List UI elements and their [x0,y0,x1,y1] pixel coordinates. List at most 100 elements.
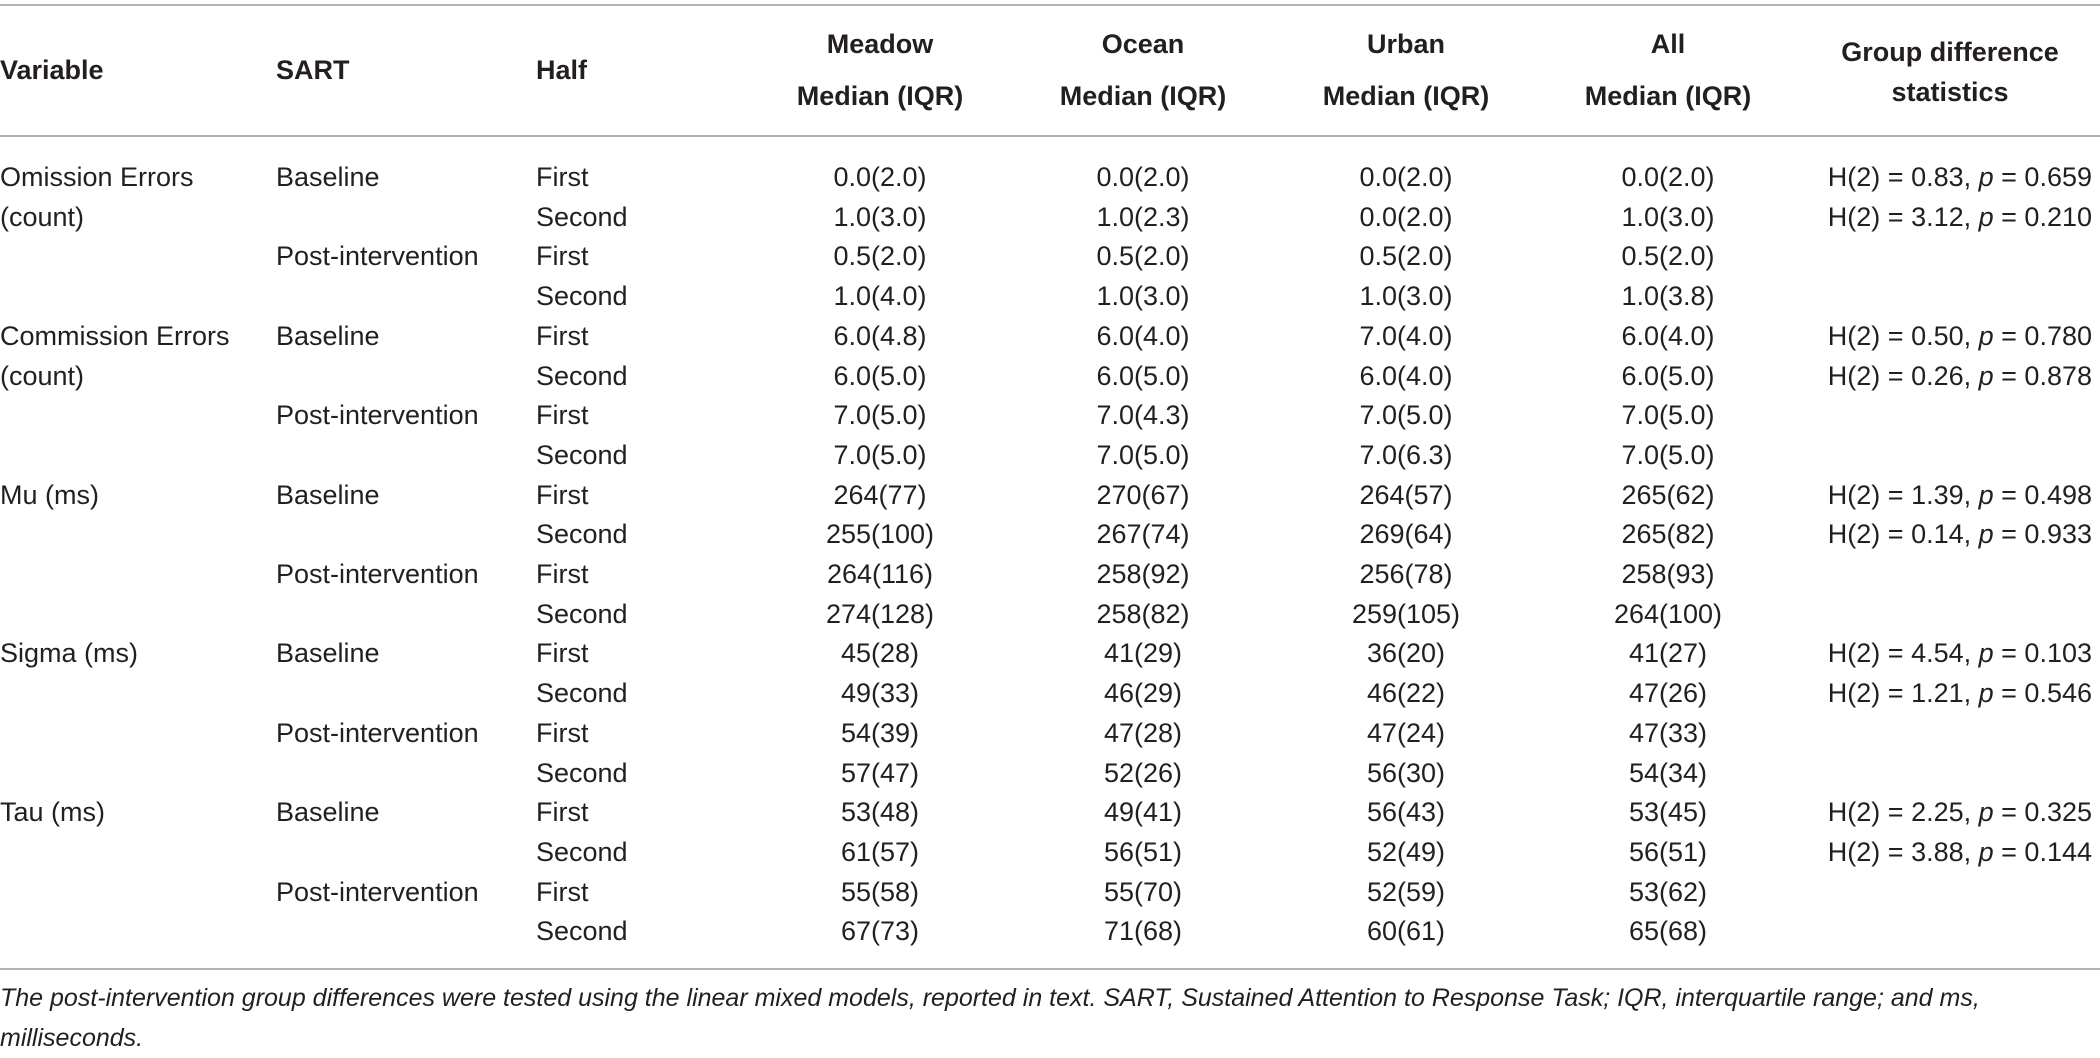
cell-half: Second [536,598,628,629]
cell-meadow: 1.0(4.0) [833,281,927,312]
cell-group-difference: H(2) = 0.14, p = 0.933 [1805,515,2092,555]
cell-sart: Post-intervention [276,241,479,272]
table-top-rule [0,4,2100,6]
cell-all: 56(51) [1628,836,1708,867]
cell-meadow: 0.0(2.0) [833,162,927,192]
cell-half: First [536,638,589,669]
table-row: Post-intervention First 0.5(2.0) 0.5(2.0) 0.… [0,237,2100,277]
stat-p-value: = 0.878 [1993,360,2092,391]
cell-half: Second [536,916,628,947]
header-meadow-sub: Median (IQR) [796,81,964,111]
cell-half: First [536,162,589,192]
table-row: Second 255(100) 267(74) 269(64) 265(82) H(2) … [0,515,2100,555]
header-urban-sub: Median (IQR) [1322,81,1490,111]
cell-ocean: 49(41) [1103,797,1183,828]
cell-urban: 0.0(2.0) [1359,162,1453,192]
cell-sart: Post-intervention [276,559,479,589]
stat-h-value: H(2) = 3.88, [1827,836,1979,867]
stat-p-value: = 0.780 [1993,320,2092,351]
cell-ocean: 1.0(3.0) [1096,281,1190,312]
stat-p-symbol: p [1978,201,1994,232]
cell-all: 1.0(3.0) [1621,201,1715,232]
cell-meadow: 6.0(4.8) [833,320,927,351]
table-row: Omission Errors Baseline First 0.0(2.0) 0.0(… [0,158,2100,198]
stat-h-value: H(2) = 0.14, [1827,519,1979,550]
cell-all: 65(68) [1628,916,1708,947]
cell-all: 264(100) [1613,598,1723,629]
stat-p-value: = 0.546 [1993,678,2092,709]
table-row: Second 1.0(4.0) 1.0(3.0) 1.0(3.0) 1.0(3.8) [0,277,2100,317]
table-row: Second 67(73) 71(68) 60(61) 65(68) [0,912,2100,952]
cell-urban: 256(78) [1359,559,1453,589]
stat-h-value: H(2) = 1.21, [1827,678,1979,709]
cell-ocean: 267(74) [1096,519,1190,550]
cell-meadow: 7.0(5.0) [833,439,927,470]
cell-meadow: 61(57) [840,836,920,867]
cell-urban: 60(61) [1366,916,1446,947]
cell-all: 1.0(3.8) [1621,281,1715,312]
cell-urban: 6.0(4.0) [1359,360,1453,391]
cell-all: 53(45) [1628,797,1708,828]
cell-group-difference: H(2) = 0.83, p = 0.659 [1805,158,2092,198]
cell-half: Second [536,360,628,391]
cell-meadow: 53(48) [840,797,920,828]
stat-p-symbol: p [1978,836,1994,867]
cell-meadow: 7.0(5.0) [833,400,927,431]
cell-group-difference: H(2) = 4.54, p = 0.103 [1805,634,2092,674]
cell-meadow: 57(47) [840,757,920,788]
cell-meadow: 6.0(5.0) [833,360,927,391]
cell-group-difference: H(2) = 0.26, p = 0.878 [1805,357,2092,397]
cell-urban: 52(59) [1366,876,1446,907]
cell-meadow: 45(28) [840,638,920,669]
cell-urban: 52(49) [1366,836,1446,867]
stat-p-value: = 0.498 [1993,479,2092,510]
cell-urban: 46(22) [1366,678,1446,709]
table-row: (count) Second 6.0(5.0) 6.0(5.0) 6.0(4.0) 6.0… [0,357,2100,397]
header-variable: Variable [0,55,104,85]
cell-group-difference: H(2) = 0.50, p = 0.780 [1805,317,2092,357]
cell-half: Second [536,836,628,867]
cell-ocean: 0.5(2.0) [1096,241,1190,272]
cell-variable: Commission Errors [0,320,230,351]
cell-urban: 269(64) [1359,519,1453,550]
table-row: Second 49(33) 46(29) 46(22) 47(26) H(2) = 1.2… [0,674,2100,714]
cell-urban: 264(57) [1359,479,1453,510]
stat-h-value: H(2) = 0.83, [1827,162,1979,192]
cell-meadow: 255(100) [825,519,935,550]
cell-urban: 7.0(4.0) [1359,320,1453,351]
header-meadow: Meadow [826,29,934,59]
stat-p-symbol: p [1978,638,1994,669]
cell-all: 7.0(5.0) [1621,439,1715,470]
cell-half: First [536,320,589,351]
stat-p-symbol: p [1978,479,1994,510]
cell-variable: (count) [0,201,85,232]
cell-ocean: 41(29) [1103,638,1183,669]
cell-all: 47(26) [1628,678,1708,709]
cell-sart: Baseline [276,638,380,669]
cell-half: First [536,559,589,589]
cell-meadow: 264(77) [833,479,927,510]
cell-urban: 0.5(2.0) [1359,241,1453,272]
cell-meadow: 274(128) [825,598,935,629]
stat-h-value: H(2) = 3.12, [1827,201,1979,232]
table-row: Second 274(128) 258(82) 259(105) 264(100) [0,595,2100,635]
cell-all: 0.0(2.0) [1621,162,1715,192]
cell-group-difference: H(2) = 3.88, p = 0.144 [1805,833,2092,873]
cell-half: Second [536,519,628,550]
cell-urban: 259(105) [1351,598,1461,629]
stat-h-value: H(2) = 4.54, [1827,638,1979,669]
table-bottom-rule [0,968,2100,970]
cell-half: First [536,400,589,431]
cell-meadow: 49(33) [840,678,920,709]
cell-ocean: 56(51) [1103,836,1183,867]
cell-half: First [536,241,589,272]
cell-ocean: 258(92) [1096,559,1190,589]
stat-h-value: H(2) = 2.25, [1827,797,1979,828]
cell-half: Second [536,439,628,470]
cell-urban: 0.0(2.0) [1359,201,1453,232]
cell-meadow: 1.0(3.0) [833,201,927,232]
stat-p-symbol: p [1978,519,1994,550]
header-all-sub: Median (IQR) [1584,81,1752,111]
cell-half: First [536,717,589,748]
stat-p-value: = 0.103 [1993,638,2092,669]
